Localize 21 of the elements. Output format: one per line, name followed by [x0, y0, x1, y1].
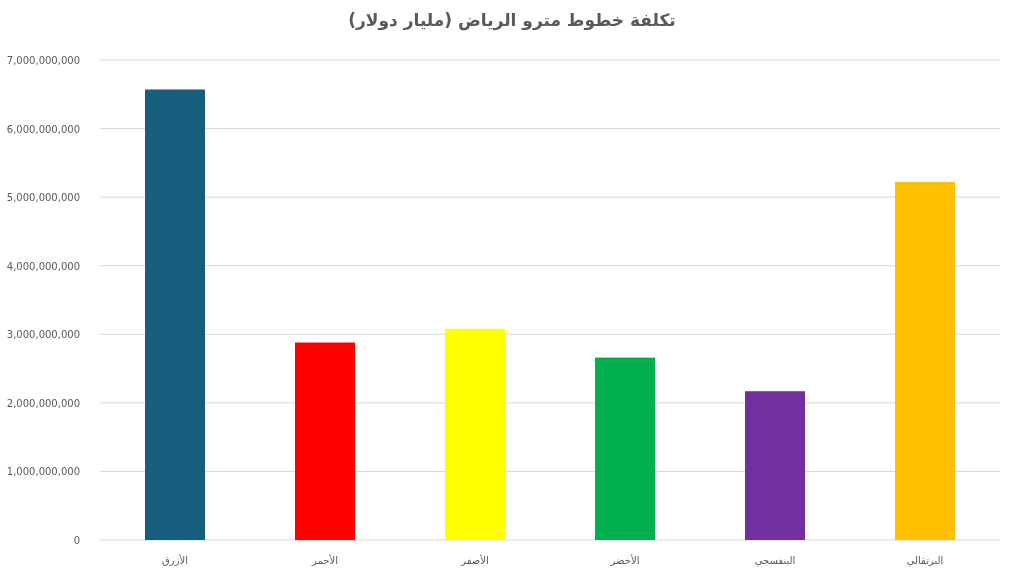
y-tick-label: 3,000,000,000 [6, 329, 80, 341]
x-tick-label: الأصفر [460, 554, 489, 566]
y-tick-label: 7,000,000,000 [6, 55, 80, 66]
y-tick-label: 6,000,000,000 [6, 123, 80, 135]
y-tick-label: 5,000,000,000 [6, 192, 80, 204]
bar [745, 391, 805, 540]
x-tick-label: الأحمر [311, 554, 338, 566]
bar [445, 328, 505, 540]
y-tick-label: 0 [73, 535, 80, 546]
y-tick-label: 4,000,000,000 [6, 260, 80, 272]
x-tick-label: البنفسجي [754, 555, 796, 567]
x-tick-label: الأخضر [609, 554, 640, 566]
y-tick-label: 1,000,000,000 [6, 466, 80, 478]
chart-title: تكلفة خطوط مترو الرياض (مليار دولار) [348, 10, 676, 31]
bar [595, 357, 655, 540]
bar [295, 342, 355, 540]
x-tick-label: البرتقالي [906, 555, 944, 567]
bar [895, 182, 955, 540]
bar [145, 89, 205, 540]
y-tick-label: 2,000,000,000 [6, 397, 80, 409]
x-tick-label: الأزرق [162, 554, 188, 566]
